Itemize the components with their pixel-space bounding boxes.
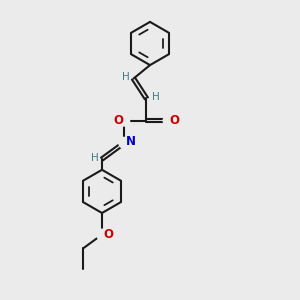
Text: O: O bbox=[103, 228, 114, 241]
Text: H: H bbox=[91, 153, 98, 163]
Text: O: O bbox=[169, 114, 180, 127]
Text: H: H bbox=[122, 72, 130, 82]
Circle shape bbox=[119, 115, 130, 126]
Text: O: O bbox=[113, 114, 123, 127]
Circle shape bbox=[97, 229, 107, 240]
Circle shape bbox=[119, 137, 130, 148]
Circle shape bbox=[163, 115, 174, 126]
Text: H: H bbox=[152, 92, 159, 102]
Text: N: N bbox=[126, 135, 136, 148]
